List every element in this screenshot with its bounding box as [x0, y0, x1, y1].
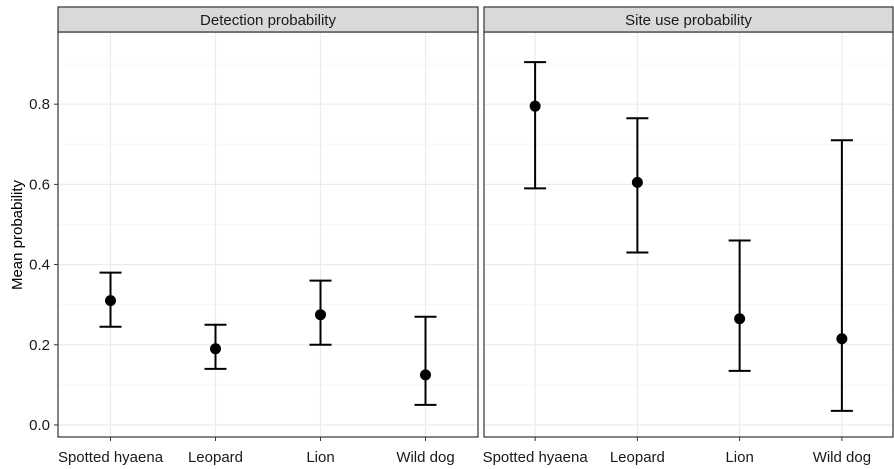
- mean-point: [210, 343, 221, 354]
- x-tick-label: Spotted hyaena: [483, 449, 589, 466]
- y-tick-label: 0.0: [29, 417, 50, 434]
- x-tick-label: Lion: [306, 449, 334, 466]
- x-tick-label: Spotted hyaena: [58, 449, 164, 466]
- x-tick-label: Leopard: [188, 449, 243, 466]
- mean-point: [632, 177, 643, 188]
- mean-point: [105, 295, 116, 306]
- panel-background: [58, 32, 478, 437]
- facet-title: Site use probability: [625, 12, 752, 29]
- y-tick-label: 0.8: [29, 96, 50, 113]
- x-tick-label: Wild dog: [813, 449, 871, 466]
- mean-point: [836, 333, 847, 344]
- panels-layer: Detection probability Spotted hyaena Leopa…: [58, 7, 893, 466]
- mean-point: [530, 101, 541, 112]
- panel-background: [484, 32, 893, 437]
- y-axis: 0.0 0.2 0.4 0.6 0.8: [29, 96, 58, 434]
- y-tick-label: 0.6: [29, 176, 50, 193]
- mean-point: [734, 313, 745, 324]
- y-tick-label: 0.2: [29, 337, 50, 354]
- facet-title: Detection probability: [200, 12, 336, 29]
- panel-1: Detection probability Spotted hyaena Leopa…: [58, 7, 478, 466]
- x-tick-label: Lion: [725, 449, 753, 466]
- mean-point: [315, 309, 326, 320]
- mean-point: [420, 369, 431, 380]
- y-tick-label: 0.4: [29, 257, 50, 274]
- y-axis-title: Mean probability: [9, 179, 26, 290]
- x-tick-label: Leopard: [610, 449, 665, 466]
- panel-2: Site use probability Spotted hyaena Leopar…: [483, 7, 893, 466]
- x-tick-label: Wild dog: [396, 449, 454, 466]
